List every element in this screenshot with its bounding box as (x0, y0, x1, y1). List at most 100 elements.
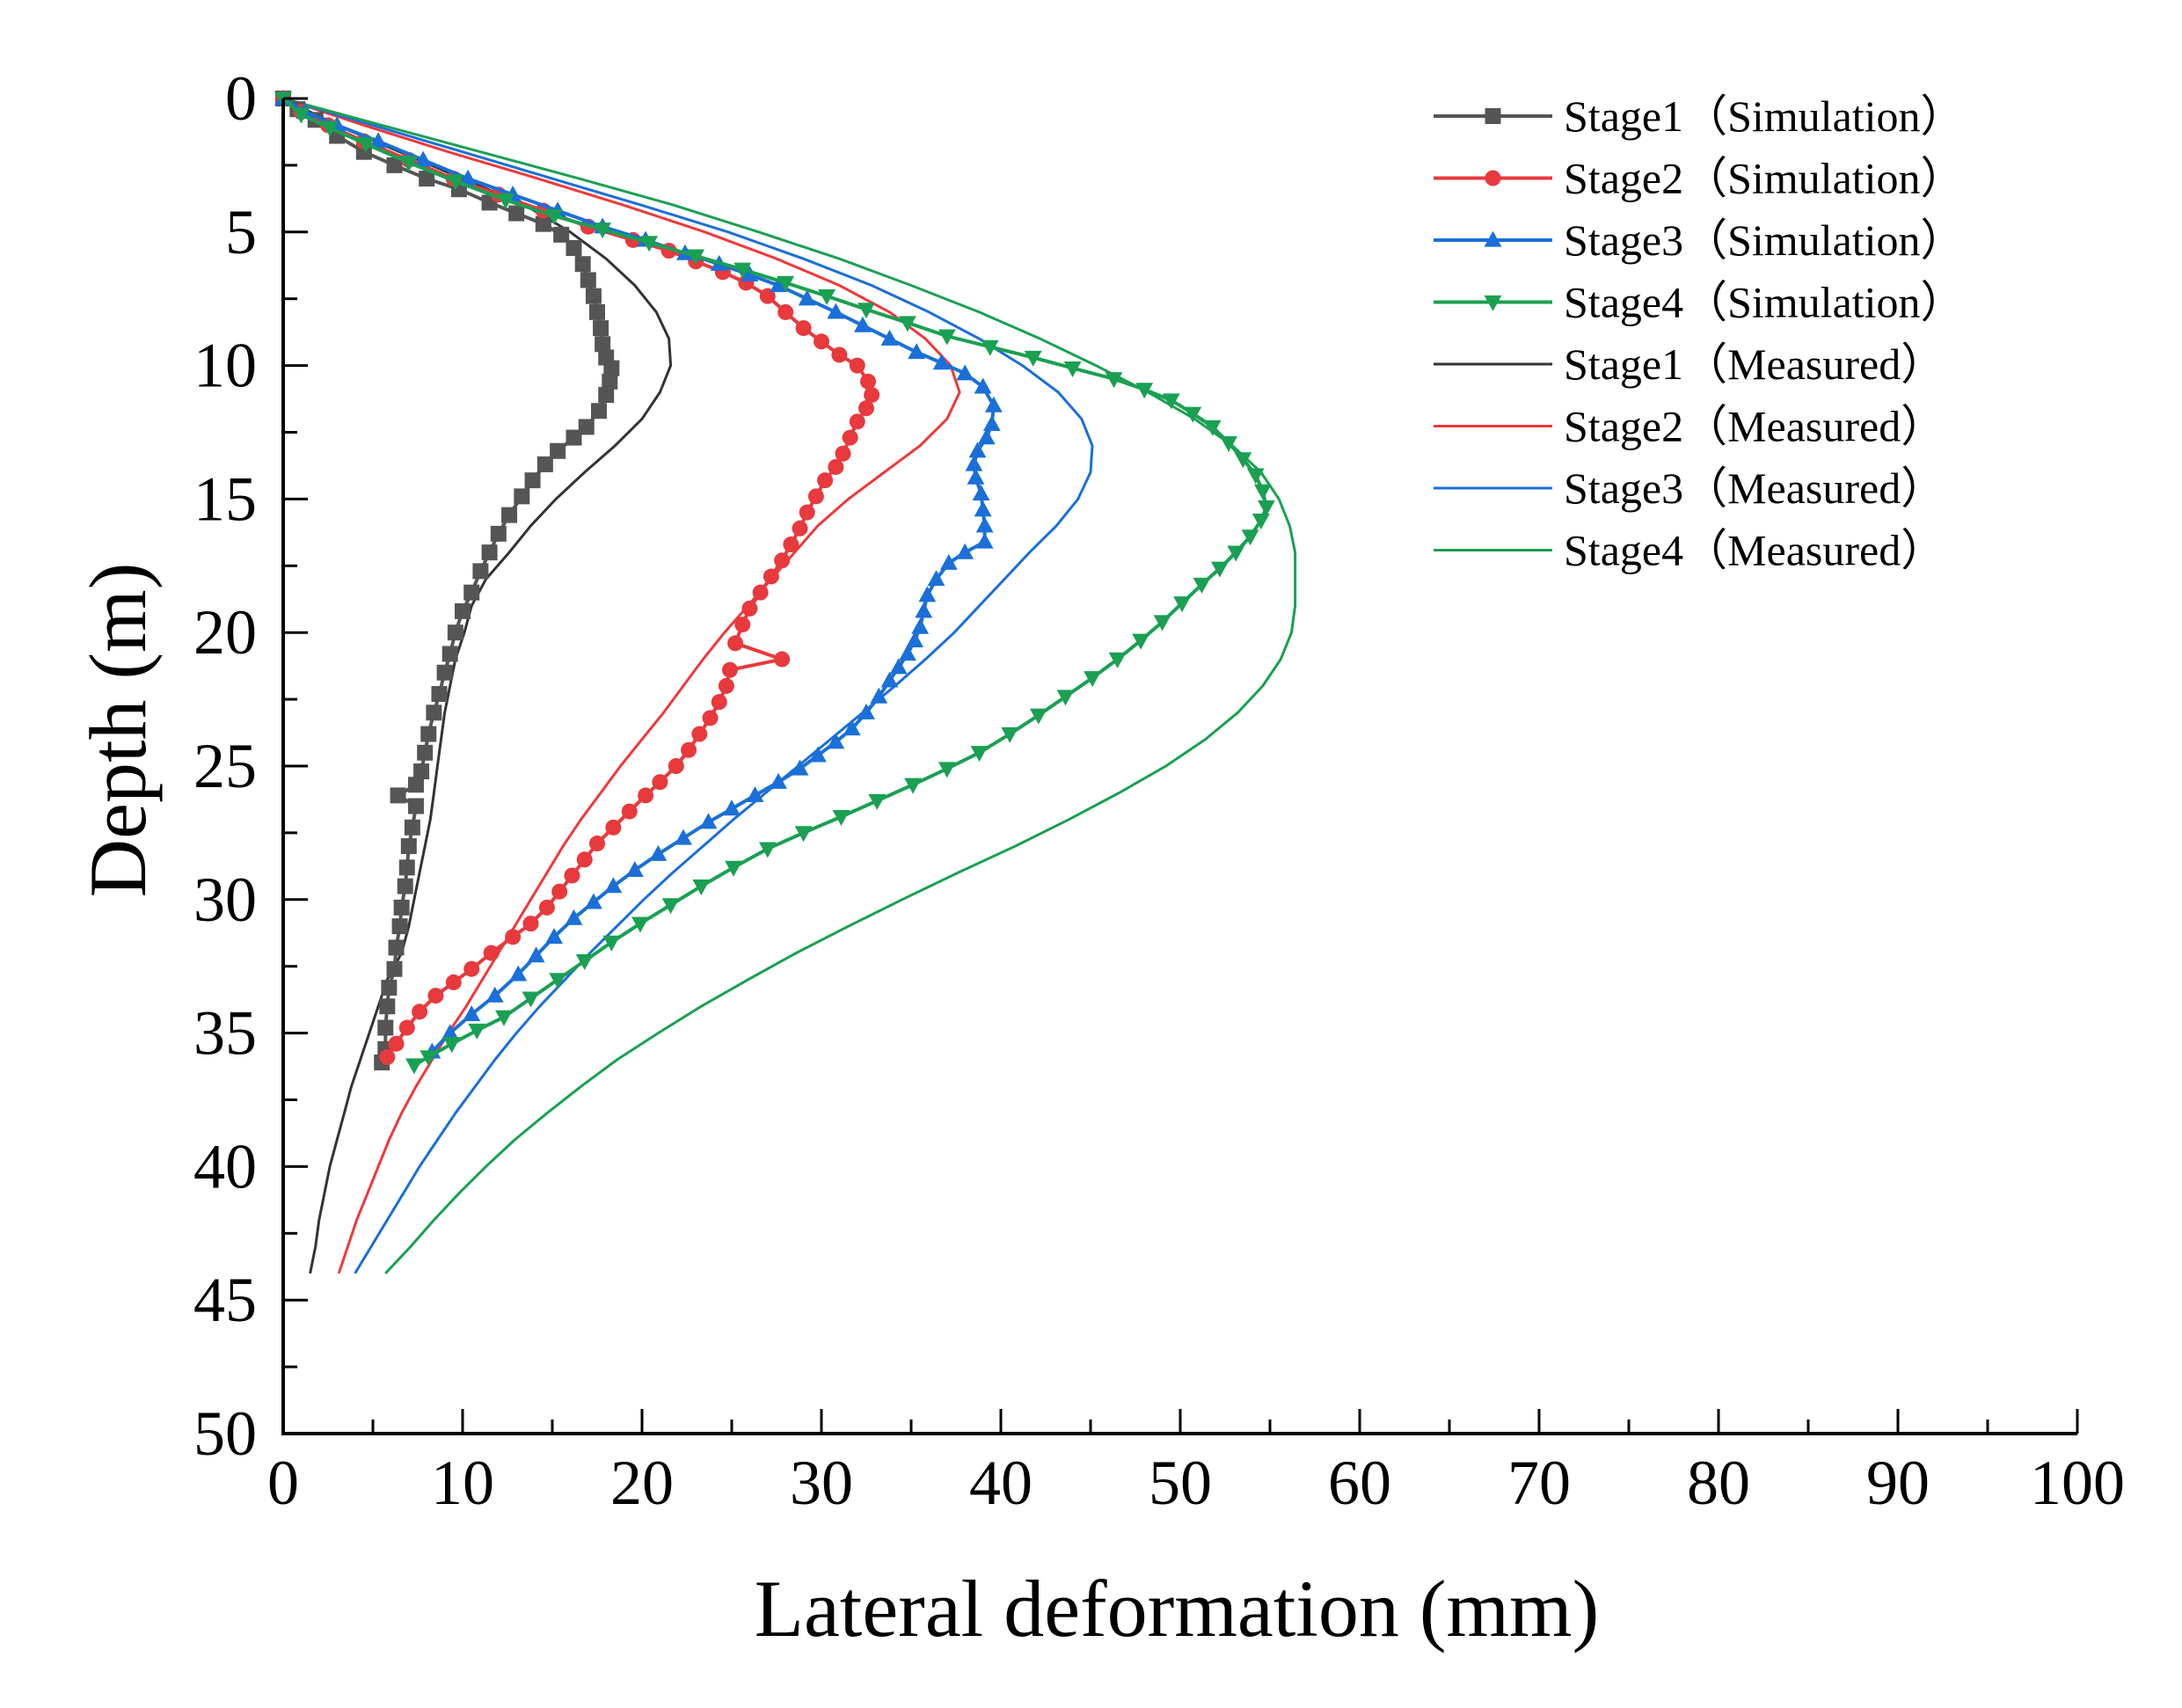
data-point (746, 786, 764, 803)
x-tick-label: 60 (1328, 1448, 1391, 1518)
data-point (535, 215, 551, 232)
data-point (827, 733, 845, 749)
data-point (589, 836, 605, 852)
data-point (468, 1023, 486, 1040)
data-point (939, 553, 958, 570)
legend-marker (1484, 230, 1502, 247)
legend-label: Stage4（Simulation） (1564, 278, 1965, 327)
data-point (1063, 361, 1082, 377)
data-point (975, 516, 994, 533)
data-point (400, 838, 417, 855)
data-point (938, 329, 956, 346)
y-tick-label: 15 (193, 463, 257, 534)
data-point (501, 507, 518, 523)
data-point (880, 671, 899, 688)
data-point (758, 842, 777, 858)
data-point (386, 157, 403, 173)
data-point (1135, 383, 1154, 399)
data-point (527, 946, 545, 963)
data-point (718, 677, 734, 694)
data-point (918, 586, 937, 602)
data-point (390, 787, 406, 804)
data-point (631, 916, 649, 933)
data-point (591, 403, 608, 420)
legend-item-4: Stage4（Simulation） (1434, 278, 1965, 327)
data-point (649, 844, 668, 861)
data-point (1024, 350, 1042, 367)
series-layer (274, 89, 1297, 1274)
data-point (459, 169, 478, 186)
legend-label: Stage1（Simulation） (1564, 91, 1965, 141)
data-point (857, 703, 875, 719)
y-tick-label: 5 (225, 197, 257, 267)
data-point (956, 543, 974, 559)
series-line (282, 97, 1297, 1274)
legend-label: Stage1（Measured） (1564, 339, 1945, 389)
data-point (442, 646, 458, 662)
data-point (551, 883, 568, 900)
data-point (982, 415, 1001, 432)
y-axis-title: Depth (m) (73, 563, 163, 898)
data-point (377, 1019, 394, 1036)
data-point (574, 256, 591, 273)
data-point (1246, 468, 1265, 485)
data-point (412, 1004, 428, 1020)
data-point (481, 544, 498, 561)
data-point (585, 288, 602, 304)
data-point (407, 798, 424, 814)
legend-label: Stage2（Simulation） (1564, 154, 1965, 203)
x-tick-label: 90 (1866, 1448, 1930, 1518)
data-point (1241, 529, 1259, 546)
data-point (831, 347, 848, 363)
data-point (741, 266, 759, 282)
x-tick-label: 50 (1149, 1448, 1212, 1518)
x-tick-label: 40 (969, 1448, 1033, 1518)
series-7 (282, 97, 1094, 1274)
data-point (814, 333, 829, 350)
data-point (589, 303, 605, 320)
data-point (860, 373, 877, 390)
data-point (868, 793, 887, 810)
data-point (899, 645, 916, 661)
data-point (399, 156, 418, 172)
data-point (763, 568, 779, 585)
data-point (1234, 452, 1252, 469)
y-tick-label: 25 (193, 731, 257, 801)
legend-item-8: Stage4（Measured） (1434, 526, 1945, 575)
data-point (809, 746, 827, 763)
data-point (604, 877, 623, 894)
data-point (576, 851, 593, 868)
data-point (818, 289, 836, 306)
data-point (388, 1035, 405, 1052)
data-point (975, 532, 994, 549)
data-point (668, 758, 684, 774)
data-point (495, 1010, 513, 1026)
data-point (379, 1048, 396, 1065)
data-point (398, 1019, 415, 1036)
y-tick-label: 50 (193, 1398, 257, 1469)
series-line (282, 97, 673, 1274)
data-point (774, 651, 791, 668)
data-point (638, 787, 654, 804)
data-point (711, 694, 727, 711)
data-point (864, 386, 880, 403)
data-point (490, 525, 507, 542)
data-point (1220, 435, 1237, 452)
legend-item-6: Stage2（Measured） (1434, 402, 1945, 451)
data-point (536, 456, 553, 472)
data-point (1162, 393, 1180, 410)
data-point (593, 320, 609, 337)
data-point (727, 635, 744, 652)
y-tick-label: 35 (193, 998, 257, 1069)
data-point (956, 364, 974, 381)
data-point (603, 360, 620, 376)
data-point (1184, 406, 1202, 423)
data-point (413, 763, 430, 780)
data-point (770, 772, 787, 789)
data-point (419, 171, 435, 187)
data-point (388, 939, 405, 956)
data-point (692, 879, 711, 895)
y-tick-label: 40 (193, 1131, 257, 1201)
data-point (447, 624, 463, 641)
data-point (908, 343, 926, 360)
